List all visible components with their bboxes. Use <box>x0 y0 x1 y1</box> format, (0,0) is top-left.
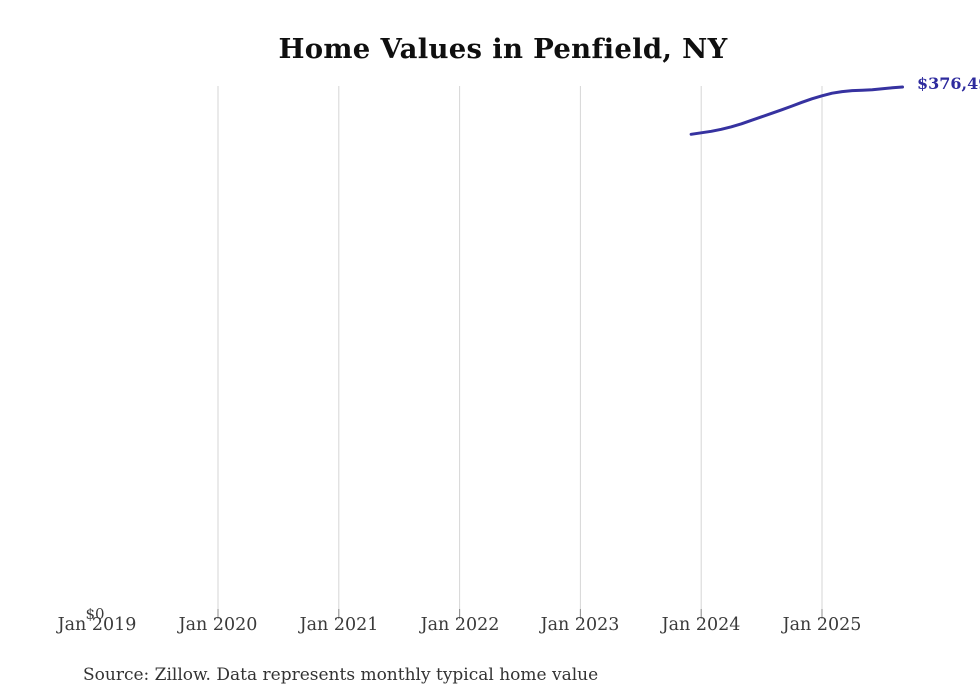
chart-title: Home Values in Penfield, NY <box>278 33 728 65</box>
home-value-line <box>689 85 904 136</box>
x-axis-label-jan-2020: Jan 2020 <box>178 615 258 635</box>
x-axis-label-jan-2019: Jan 2019 <box>57 615 137 635</box>
x-axis-label-jan-2024: Jan 2024 <box>661 615 741 635</box>
source-note: Source: Zillow. Data represents monthly … <box>83 665 599 685</box>
x-axis-label-jan-2023: Jan 2023 <box>540 615 620 635</box>
x-axis-label-jan-2021: Jan 2021 <box>299 615 379 635</box>
x-axis-label-jan-2022: Jan 2022 <box>420 615 500 635</box>
y-axis-zero-label: $0 <box>85 605 105 623</box>
end-value-label: $376,495 <box>917 74 980 93</box>
x-axis-label-jan-2025: Jan 2025 <box>782 615 862 635</box>
